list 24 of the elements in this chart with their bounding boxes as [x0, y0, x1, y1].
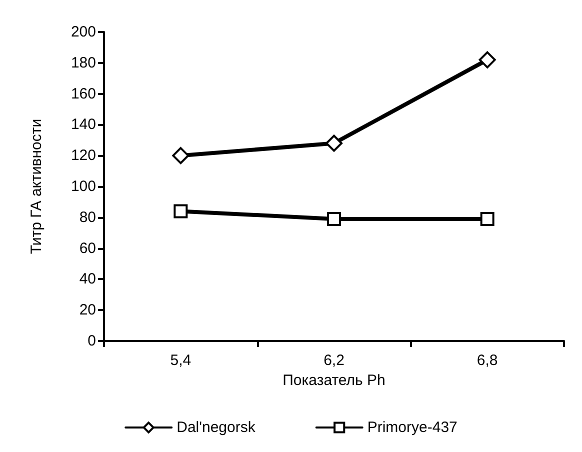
y-tick-label: 80	[79, 208, 96, 226]
x-tick-label: 6,8	[476, 352, 498, 369]
y-tick-label: 60	[79, 240, 96, 257]
y-tick-label: 100	[70, 178, 96, 195]
y-tick-label: 200	[70, 24, 96, 40]
legend-label: Dal'negorsk	[176, 419, 256, 436]
point	[172, 147, 190, 164]
y-tick-label: 40	[79, 270, 96, 288]
x-tick-label: 6,2	[324, 352, 344, 369]
y-tick-label: 0	[88, 332, 96, 350]
point	[174, 204, 188, 218]
y-tick-label: 180	[70, 54, 96, 72]
point	[327, 212, 341, 226]
legend-label: Primorye-437	[367, 419, 458, 436]
x-tick-label: 5,4	[170, 352, 192, 369]
point	[480, 212, 494, 226]
point	[478, 51, 496, 68]
y-tick-label: 120	[70, 147, 96, 164]
point	[326, 134, 342, 152]
y-tick-label: 160	[70, 85, 96, 102]
x-axis-title: Показатель Ph	[282, 372, 386, 389]
y-tick-label: 140	[70, 116, 96, 134]
y-tick-label: 20	[79, 302, 96, 319]
y-axis-title: Титр ГА активности	[28, 118, 45, 254]
